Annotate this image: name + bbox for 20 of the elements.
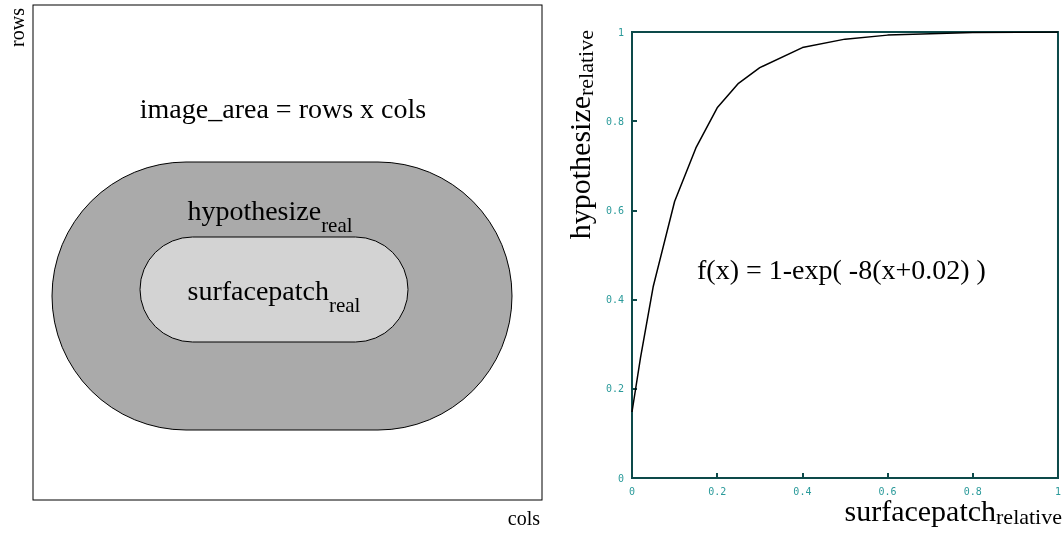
text: surfacepatch$_{real}$ bbox=[187, 275, 361, 317]
x-tick-label: 0.6 bbox=[878, 485, 897, 497]
y-tick-label: 0.6 bbox=[605, 204, 624, 216]
line-series bbox=[631, 31, 1059, 413]
x-tick-label: 0.2 bbox=[708, 485, 727, 497]
y-tick-label: 0.2 bbox=[605, 383, 624, 395]
x-tick-label: 0 bbox=[628, 485, 636, 497]
x-tick-label: 0.4 bbox=[793, 485, 812, 497]
y-tick-label: 0 bbox=[617, 472, 624, 484]
text: hypothesize$_{real}$ bbox=[187, 195, 353, 237]
x-tick-label: 0.8 bbox=[963, 485, 982, 497]
y-axis-title: hypothesizerelative bbox=[562, 29, 598, 240]
text: rows bbox=[6, 7, 28, 47]
y-tick-label: 1 bbox=[617, 26, 624, 38]
x-tick-label: 1 bbox=[1054, 485, 1062, 497]
y-tick-label: 0.4 bbox=[605, 294, 624, 306]
annotation: f(x) = 1-exp( -8(x+0.02) ) bbox=[697, 253, 986, 285]
text: cols bbox=[507, 507, 541, 529]
y-tick-label: 0.8 bbox=[605, 115, 624, 127]
text: image_area = rows x cols bbox=[139, 93, 427, 124]
